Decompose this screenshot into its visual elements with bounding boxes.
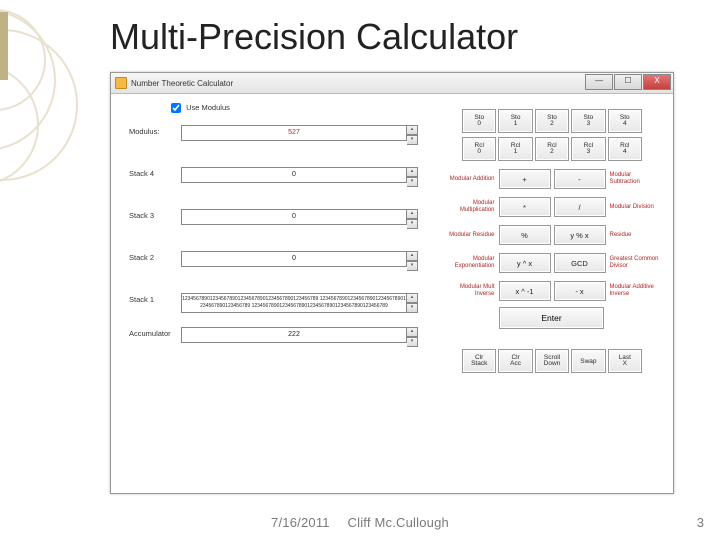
chevron-up-icon[interactable]: ▴ bbox=[407, 293, 418, 303]
sto-3-button[interactable]: Sto3 bbox=[571, 109, 605, 133]
op-button[interactable]: y ^ x bbox=[499, 253, 551, 273]
op-right-label: Greatest Common Divisor bbox=[606, 256, 662, 270]
op-button[interactable]: - x bbox=[554, 281, 606, 301]
chevron-up-icon[interactable]: ▴ bbox=[407, 209, 418, 219]
bottom-button-2[interactable]: ScrollDown bbox=[535, 349, 569, 373]
left-panel: Use Modulus Modulus: 527 ▴▾ Stack 4 0 ▴▾… bbox=[129, 103, 419, 369]
op-button[interactable]: - bbox=[554, 169, 606, 189]
chevron-down-icon[interactable]: ▾ bbox=[407, 177, 418, 187]
op-left-label: Modular Multiplication bbox=[443, 200, 499, 214]
slide-title: Multi-Precision Calculator bbox=[110, 16, 518, 58]
right-panel: Sto0Sto1Sto2Sto3Sto4 Rcl0Rcl1Rcl2Rcl3Rcl… bbox=[443, 109, 661, 377]
operation-rows: Modular Addition+-Modular SubtractionMod… bbox=[443, 169, 661, 301]
window-maximize-button[interactable]: ☐ bbox=[614, 74, 642, 90]
chevron-down-icon[interactable]: ▾ bbox=[407, 261, 418, 271]
rcl-1-button[interactable]: Rcl1 bbox=[498, 137, 532, 161]
window-minimize-button[interactable]: — bbox=[585, 74, 613, 90]
op-right-label: Modular Division bbox=[606, 204, 662, 211]
sto-1-button[interactable]: Sto1 bbox=[498, 109, 532, 133]
chevron-up-icon[interactable]: ▴ bbox=[407, 167, 418, 177]
slide-page-number: 3 bbox=[697, 515, 704, 530]
window-title: Number Theoretic Calculator bbox=[131, 79, 233, 88]
sto-2-button[interactable]: Sto2 bbox=[535, 109, 569, 133]
window-close-button[interactable]: X bbox=[643, 74, 671, 90]
rcl-4-button[interactable]: Rcl4 bbox=[608, 137, 642, 161]
op-button[interactable]: y % x bbox=[554, 225, 606, 245]
accumulator-field[interactable]: 222 bbox=[181, 327, 407, 343]
chevron-up-icon[interactable]: ▴ bbox=[407, 251, 418, 261]
stack3-label: Stack 3 bbox=[129, 209, 181, 220]
bottom-button-0[interactable]: ClrStack bbox=[462, 349, 496, 373]
op-row: Modular Residue%y % xResidue bbox=[443, 225, 661, 245]
bottom-button-4[interactable]: LastX bbox=[608, 349, 642, 373]
enter-button[interactable]: Enter bbox=[499, 307, 604, 329]
modulus-spinner[interactable]: ▴▾ bbox=[407, 125, 418, 145]
op-right-label: Residue bbox=[606, 232, 662, 239]
chevron-down-icon[interactable]: ▾ bbox=[407, 219, 418, 229]
chevron-up-icon[interactable]: ▴ bbox=[407, 327, 418, 337]
op-left-label: Modular Residue bbox=[443, 232, 499, 239]
op-row: Modular Mult Inversex ^ -1- xModular Add… bbox=[443, 281, 661, 301]
op-button[interactable]: / bbox=[554, 197, 606, 217]
use-modulus-label: Use Modulus bbox=[186, 103, 230, 112]
op-button[interactable]: GCD bbox=[554, 253, 606, 273]
accumulator-spinner[interactable]: ▴▾ bbox=[407, 327, 418, 347]
stack3-field[interactable]: 0 bbox=[181, 209, 407, 225]
accent-bar bbox=[0, 12, 8, 80]
op-row: Modular Exponentiationy ^ xGCDGreatest C… bbox=[443, 253, 661, 273]
stack2-field[interactable]: 0 bbox=[181, 251, 407, 267]
op-button[interactable]: x ^ -1 bbox=[499, 281, 551, 301]
rcl-0-button[interactable]: Rcl0 bbox=[462, 137, 496, 161]
slide-decoration bbox=[0, 0, 120, 490]
app-window: Number Theoretic Calculator — ☐ X Use Mo… bbox=[110, 72, 674, 494]
chevron-up-icon[interactable]: ▴ bbox=[407, 125, 418, 135]
bottom-button-1[interactable]: ClrAcc bbox=[498, 349, 532, 373]
stack2-label: Stack 2 bbox=[129, 251, 181, 262]
op-button[interactable]: % bbox=[499, 225, 551, 245]
modulus-label: Modulus: bbox=[129, 125, 181, 136]
accumulator-label: Accumulator bbox=[129, 327, 181, 338]
op-left-label: Modular Exponentiation bbox=[443, 256, 499, 270]
op-right-label: Modular Additive Inverse bbox=[606, 284, 662, 298]
stack1-spinner[interactable]: ▴▾ bbox=[407, 293, 418, 313]
bottom-button-3[interactable]: Swap bbox=[571, 349, 605, 373]
footer-author: Cliff Mc.Cullough bbox=[348, 515, 449, 530]
app-icon bbox=[115, 77, 127, 89]
op-row: Modular Multiplication*/Modular Division bbox=[443, 197, 661, 217]
chevron-down-icon[interactable]: ▾ bbox=[407, 303, 418, 313]
chevron-down-icon[interactable]: ▾ bbox=[407, 135, 418, 145]
stack1-label: Stack 1 bbox=[129, 293, 181, 304]
stack1-field[interactable]: 1234567890123456789012345678901234567890… bbox=[181, 293, 407, 313]
use-modulus-checkbox[interactable] bbox=[171, 103, 181, 113]
stack4-spinner[interactable]: ▴▾ bbox=[407, 167, 418, 187]
op-right-label: Modular Subtraction bbox=[606, 172, 662, 186]
window-titlebar: Number Theoretic Calculator — ☐ X bbox=[111, 73, 673, 94]
stack2-spinner[interactable]: ▴▾ bbox=[407, 251, 418, 271]
rcl-3-button[interactable]: Rcl3 bbox=[571, 137, 605, 161]
sto-4-button[interactable]: Sto4 bbox=[608, 109, 642, 133]
op-left-label: Modular Addition bbox=[443, 176, 499, 183]
sto-0-button[interactable]: Sto0 bbox=[462, 109, 496, 133]
stack4-label: Stack 4 bbox=[129, 167, 181, 178]
op-left-label: Modular Mult Inverse bbox=[443, 284, 499, 298]
stack3-spinner[interactable]: ▴▾ bbox=[407, 209, 418, 229]
op-button[interactable]: + bbox=[499, 169, 551, 189]
bottom-button-grid: ClrStackClrAccScrollDownSwapLastX bbox=[462, 349, 642, 373]
footer-date: 7/16/2011 bbox=[271, 515, 330, 530]
rcl-2-button[interactable]: Rcl2 bbox=[535, 137, 569, 161]
recall-button-grid: Rcl0Rcl1Rcl2Rcl3Rcl4 bbox=[462, 137, 642, 161]
modulus-field[interactable]: 527 bbox=[181, 125, 407, 141]
op-row: Modular Addition+-Modular Subtraction bbox=[443, 169, 661, 189]
op-button[interactable]: * bbox=[499, 197, 551, 217]
store-button-grid: Sto0Sto1Sto2Sto3Sto4 bbox=[462, 109, 642, 133]
stack4-field[interactable]: 0 bbox=[181, 167, 407, 183]
slide-footer: 7/16/2011 Cliff Mc.Cullough bbox=[0, 515, 720, 530]
chevron-down-icon[interactable]: ▾ bbox=[407, 337, 418, 347]
